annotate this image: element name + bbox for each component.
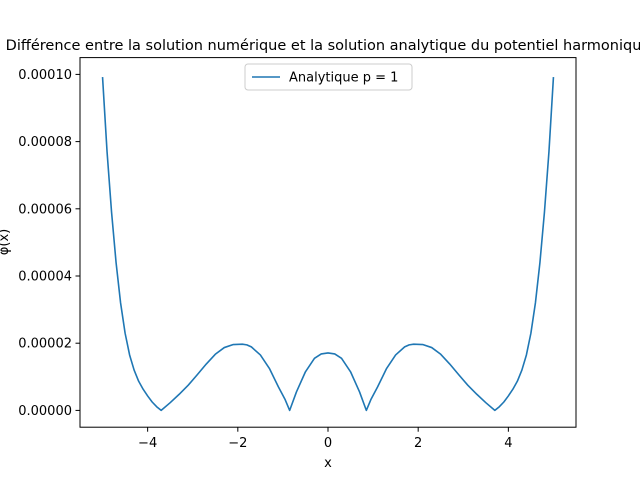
y-tick-label: 0.00002 bbox=[18, 337, 72, 352]
x-tick-label: −4 bbox=[138, 436, 157, 451]
x-tick-label: 4 bbox=[504, 436, 512, 451]
x-tick-label: −2 bbox=[228, 436, 247, 451]
x-tick-label: 2 bbox=[414, 436, 422, 451]
x-axis: −4 −2 0 2 4 bbox=[138, 427, 513, 451]
y-tick-label: 0.00000 bbox=[18, 404, 72, 419]
y-tick-label: 0.00004 bbox=[18, 270, 72, 285]
y-axis: 0.00000 0.00002 0.00004 0.00006 0.00008 0.000… bbox=[18, 68, 80, 419]
plot-area bbox=[101, 77, 555, 412]
chart-title: Différence entre la solution numérique e… bbox=[6, 38, 640, 54]
x-axis-label: x bbox=[324, 456, 332, 471]
y-tick-label: 0.00006 bbox=[18, 202, 72, 217]
y-tick-label: 0.00010 bbox=[18, 68, 72, 83]
y-axis-label: φ(x) bbox=[0, 229, 12, 255]
y-tick-label: 0.00008 bbox=[18, 135, 72, 150]
series-line-0 bbox=[101, 77, 555, 412]
legend-entry: Analytique p = 1 bbox=[289, 71, 398, 86]
plot-frame bbox=[79, 57, 577, 428]
x-tick-label: 0 bbox=[324, 436, 332, 451]
legend: Analytique p = 1 bbox=[244, 63, 413, 91]
legend-box bbox=[244, 63, 413, 91]
